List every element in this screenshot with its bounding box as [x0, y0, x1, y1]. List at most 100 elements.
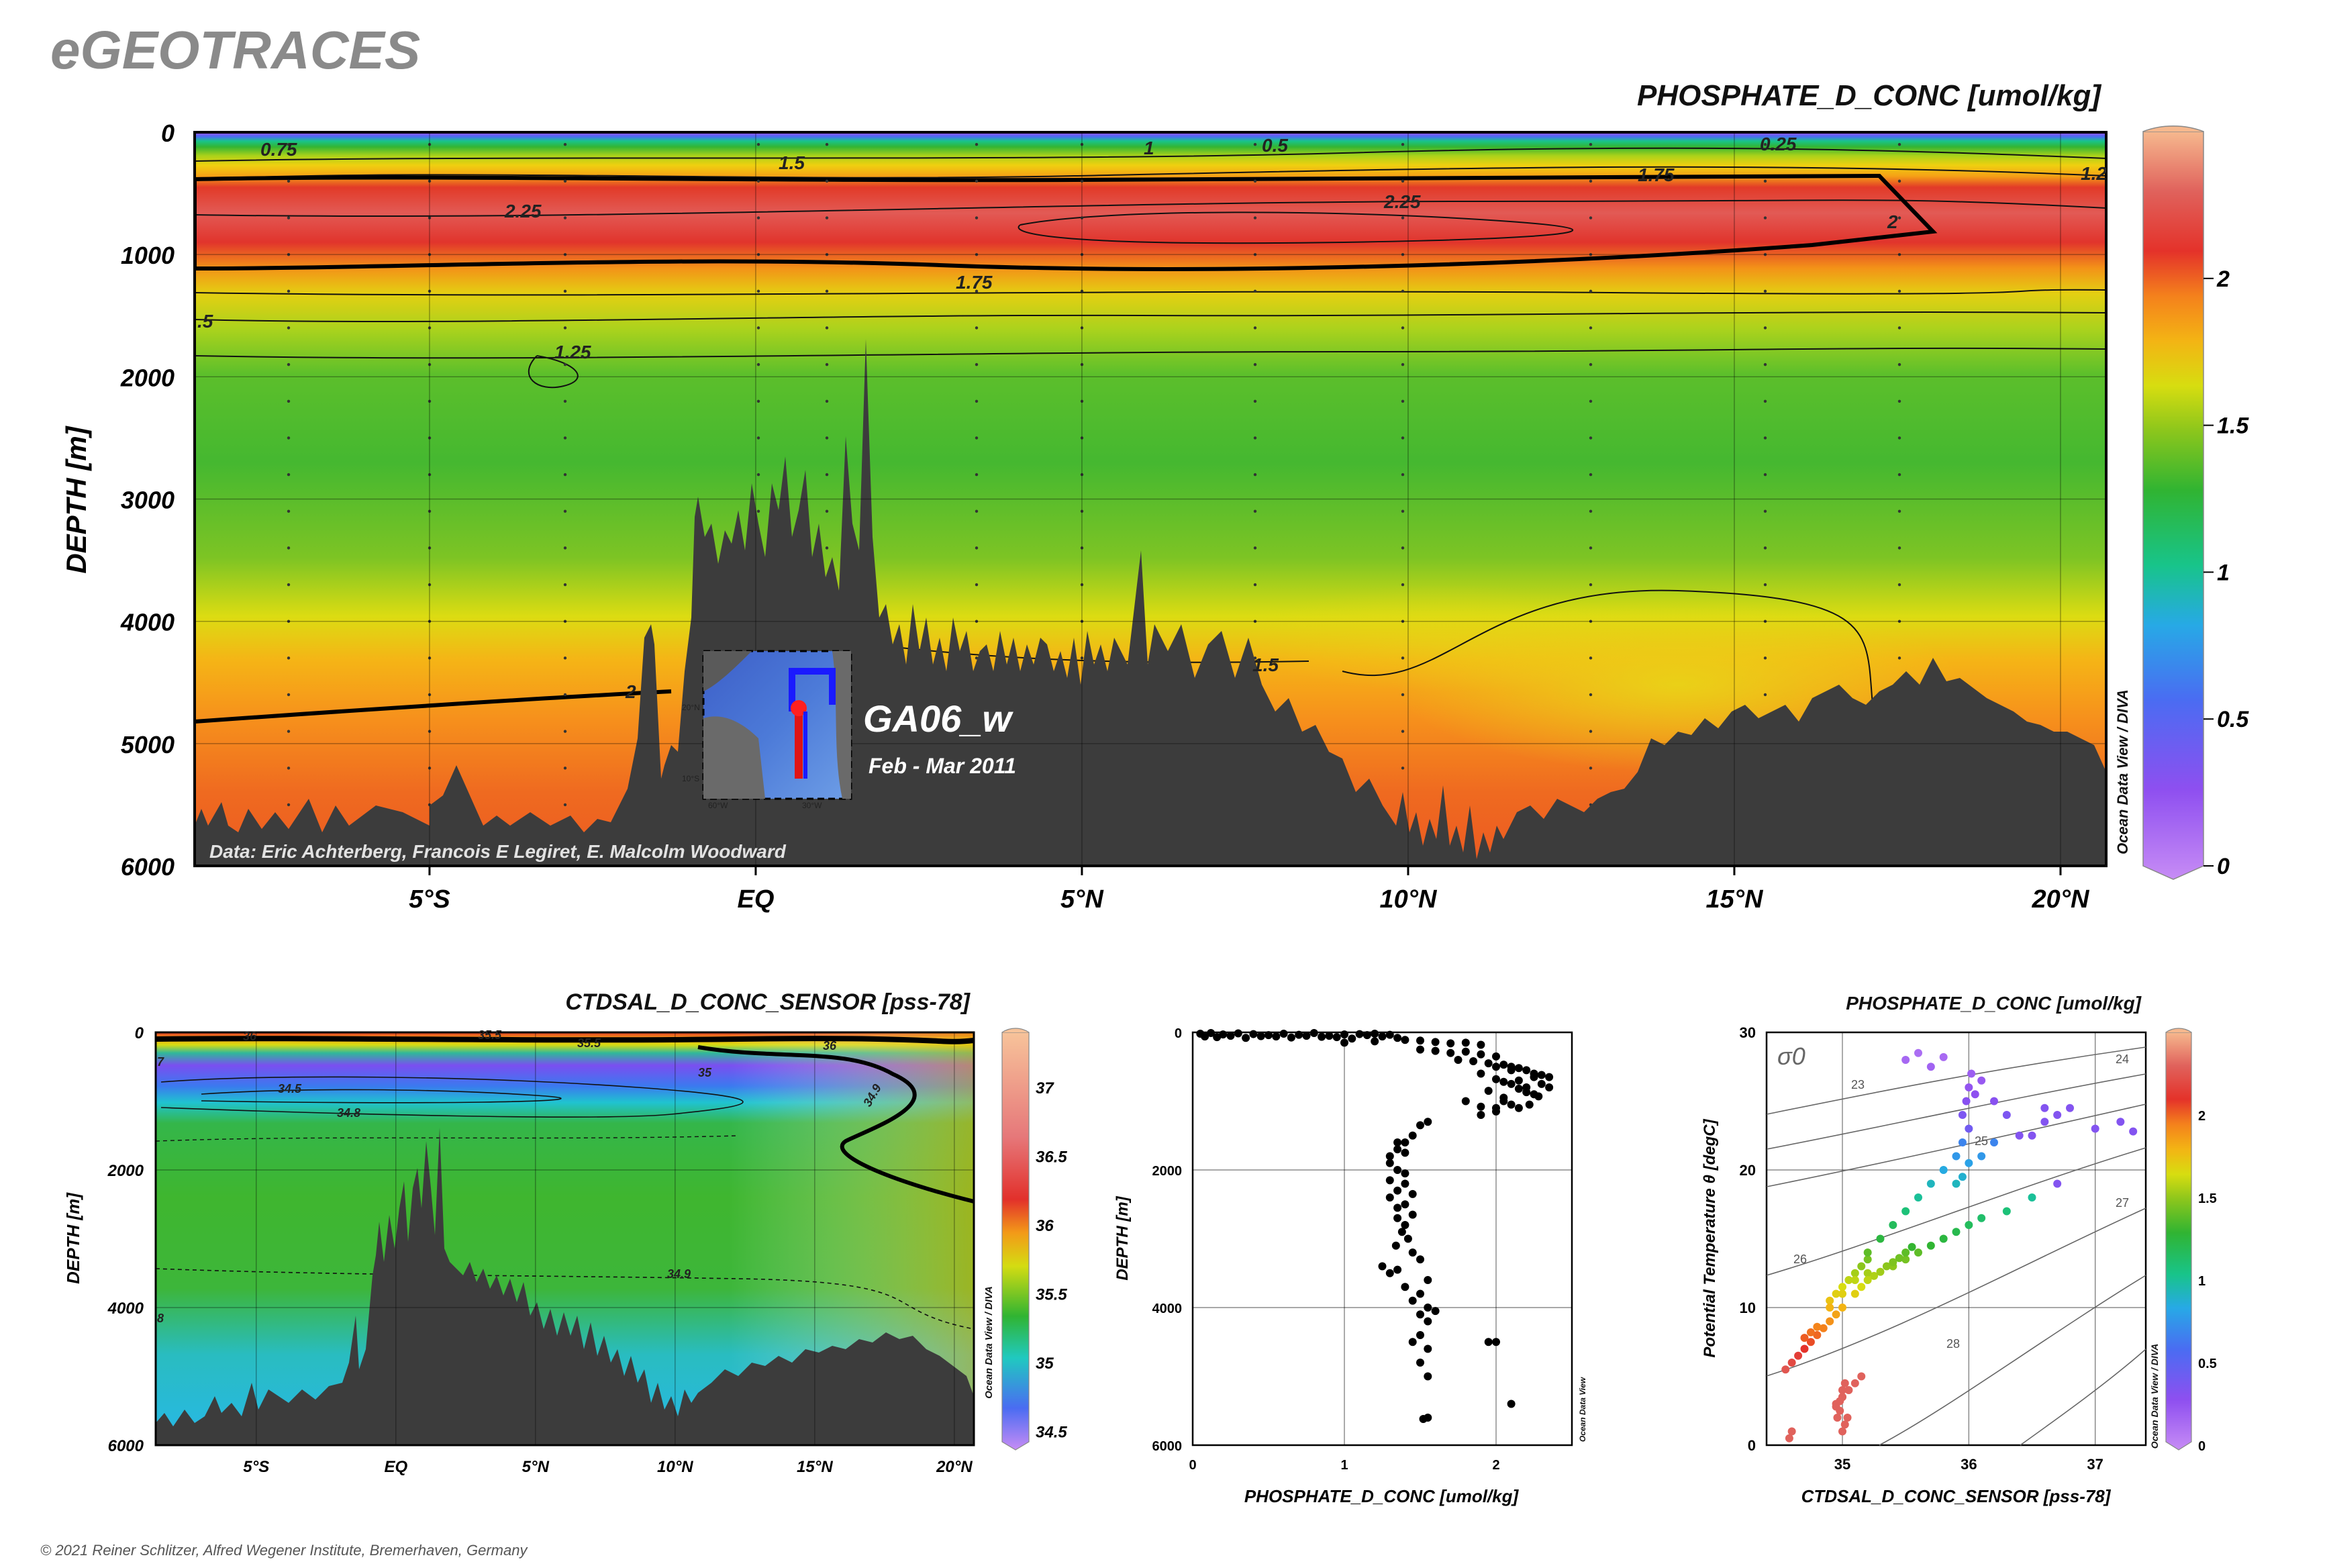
station-dot [756, 399, 760, 403]
profile-point [1499, 1061, 1508, 1069]
station-dot [1763, 252, 1767, 256]
station-dot [1253, 473, 1257, 477]
ts-point [2028, 1193, 2036, 1202]
ts-point [1901, 1207, 1910, 1216]
profile-point [1256, 1032, 1265, 1040]
station-dot [1080, 216, 1084, 219]
copyright: © 2021 Reiner Schlitzer, Alfred Wegener … [40, 1542, 528, 1559]
ts-point [1863, 1269, 1872, 1277]
profile-point [1484, 1338, 1493, 1346]
main-section-frame [193, 131, 2108, 867]
profile-point [1416, 1036, 1424, 1045]
station-dot [428, 436, 432, 440]
ts-y-tick-label: 0 [1748, 1437, 1756, 1454]
ts-point [1857, 1372, 1866, 1381]
profile-point [1424, 1276, 1432, 1284]
station-dot [1401, 546, 1405, 550]
profile-point [1477, 1102, 1485, 1111]
main-x-tick-label: 5°N [1060, 885, 1104, 914]
main-colorbar-ticks: 2 1.5 1 0.5 0 [2204, 266, 2249, 879]
ts-point [1857, 1262, 1866, 1271]
profile-point [1385, 1193, 1394, 1202]
inset-tick-lat-2: 10°S [682, 774, 699, 783]
station-dot [1763, 326, 1767, 330]
profile-point [1416, 1331, 1424, 1339]
station-dot [975, 583, 979, 587]
ts-point [2066, 1104, 2074, 1112]
station-dot [1897, 326, 1901, 330]
salinity-section-plot: CTDSAL_D_CONC_SENSOR [pss-78] 0 2000 4000 6… [63, 989, 1067, 1476]
station-dot [563, 362, 567, 366]
profile-point [1484, 1087, 1493, 1095]
profile-point [1499, 1097, 1508, 1106]
ts-point [1800, 1344, 1809, 1353]
svg-text:34.5: 34.5 [278, 1082, 302, 1095]
ts-x-tick-label: 37 [2087, 1456, 2103, 1473]
ts-colorbar-ticks: 2 1.5 1 0.5 0 [2198, 1109, 2217, 1454]
station-dot [1589, 289, 1593, 293]
ts-point [1826, 1304, 1834, 1312]
ts-isopycnal-labels: 23 24 25 26 27 28 [1793, 1052, 2129, 1351]
station-dot [1080, 583, 1084, 587]
station-dot [287, 289, 291, 293]
main-section-plot: PHOSPHATE_D_CONC [umol/kg] 0 1000 2000 3000… [60, 79, 2249, 914]
profile-point [1401, 1200, 1409, 1209]
ts-point [1870, 1271, 1879, 1280]
ts-point [1977, 1076, 1986, 1085]
station-dot [1897, 179, 1901, 183]
station-dot [1401, 326, 1405, 330]
station-dot [1401, 436, 1405, 440]
profile-point [1492, 1075, 1500, 1083]
ts-point [1836, 1397, 1844, 1406]
station-dot [287, 620, 291, 623]
station-dot [1897, 656, 1901, 660]
profile-point [1403, 1234, 1412, 1243]
salinity-colorbar-ticks: 37 36.5 36 35.5 35 34.5 [1036, 1079, 1067, 1442]
station-dot [1897, 436, 1901, 440]
station-dot [1763, 179, 1767, 183]
profile-point [1385, 1030, 1394, 1039]
ts-point [1838, 1427, 1846, 1436]
station-dot [287, 767, 291, 770]
ts-point [1967, 1069, 1976, 1078]
profile-point [1514, 1085, 1523, 1093]
svg-text:34.9: 34.9 [667, 1267, 691, 1281]
station-dot [287, 583, 291, 587]
ts-point [1844, 1386, 1853, 1394]
ts-point [1965, 1159, 1973, 1167]
station-dot [428, 143, 432, 146]
sal-y-tick-label: 0 [135, 1024, 144, 1042]
ts-point [1889, 1221, 1897, 1229]
profile-point [1507, 1066, 1516, 1075]
station-dot [1589, 620, 1593, 623]
station-dot [1897, 289, 1901, 293]
station-dot [563, 656, 567, 660]
profile-point [1416, 1289, 1424, 1298]
profile-point [1492, 1338, 1500, 1346]
profile-point [1385, 1176, 1394, 1185]
ts-point [1832, 1289, 1840, 1298]
profile-point [1287, 1033, 1295, 1042]
profile-point [1340, 1038, 1348, 1047]
ts-point [1838, 1304, 1846, 1312]
station-dot [428, 216, 432, 219]
ts-point [1863, 1255, 1872, 1264]
svg-text:2.25: 2.25 [504, 201, 542, 222]
ts-point [1926, 1063, 1935, 1071]
ts-point [1863, 1276, 1872, 1284]
svg-text:24: 24 [2116, 1052, 2129, 1066]
profile-point [1446, 1048, 1455, 1057]
profile-point [1201, 1032, 1209, 1041]
profile-point [1545, 1083, 1554, 1091]
svg-text:23: 23 [1851, 1078, 1865, 1091]
profile-point [1522, 1088, 1531, 1097]
station-dot [1401, 693, 1405, 697]
profile-point [1408, 1248, 1417, 1257]
profile-point [1545, 1073, 1554, 1081]
profile-point [1431, 1046, 1440, 1055]
station-dot [1401, 399, 1405, 403]
station-dot [1253, 252, 1257, 256]
profile-point [1530, 1073, 1538, 1081]
station-dot [428, 179, 432, 183]
station-dot [1253, 583, 1257, 587]
